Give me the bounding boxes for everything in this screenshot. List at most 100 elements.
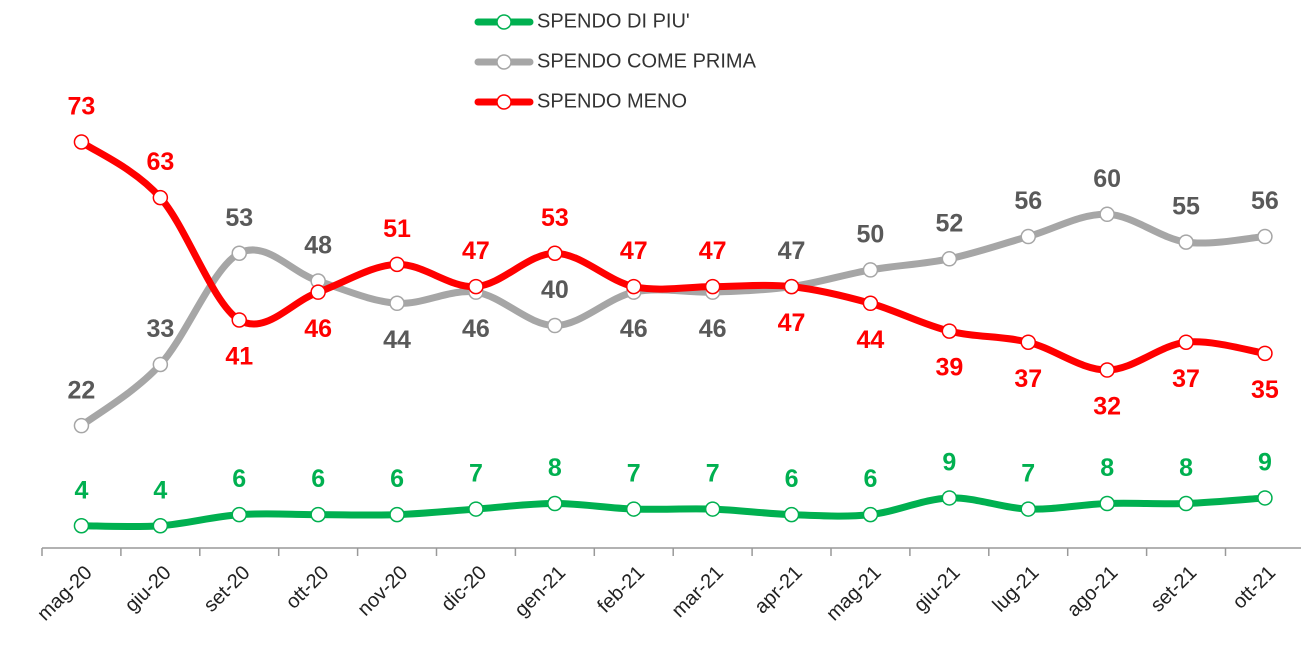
data-label: 48 — [304, 232, 332, 260]
series-line — [77, 210, 1269, 430]
point-marker — [231, 506, 247, 523]
legend-marker — [496, 94, 512, 110]
data-label: 46 — [620, 315, 648, 343]
data-label: 73 — [68, 93, 96, 121]
legend-label: SPENDO MENO — [537, 90, 687, 112]
data-label: 50 — [857, 221, 885, 249]
point-marker — [1257, 228, 1273, 245]
data-label: 6 — [390, 465, 404, 493]
point-marker — [468, 278, 484, 295]
data-label: 32 — [1093, 393, 1121, 421]
x-tick-label: mag-21 — [822, 562, 886, 626]
data-label: 7 — [706, 460, 720, 488]
data-label: 47 — [462, 237, 490, 265]
data-label: 7 — [1021, 460, 1035, 488]
point-marker — [1257, 345, 1273, 362]
data-label: 6 — [232, 465, 246, 493]
data-label: 46 — [699, 315, 727, 343]
data-label: 51 — [383, 215, 411, 243]
data-label: 56 — [1251, 187, 1279, 215]
legend-label: SPENDO COME PRIMA — [537, 50, 757, 72]
series-line — [77, 138, 1269, 374]
data-label: 63 — [146, 148, 174, 176]
data-label: 44 — [383, 326, 411, 354]
point-marker — [389, 506, 405, 523]
data-label: 7 — [627, 460, 641, 488]
series-line — [77, 494, 1269, 531]
point-marker — [73, 518, 90, 534]
point-marker — [941, 323, 958, 339]
x-tick-label: ago-21 — [1063, 562, 1123, 622]
data-label: 53 — [225, 204, 253, 232]
data-label: 39 — [935, 354, 963, 382]
data-label: 35 — [1251, 376, 1279, 404]
data-label: 8 — [1179, 454, 1193, 482]
x-tick-label: gen-21 — [511, 562, 571, 622]
data-label: 46 — [462, 315, 490, 343]
x-tick-label: apr-21 — [750, 562, 806, 618]
point-marker — [547, 317, 563, 334]
data-label: 47 — [620, 237, 648, 265]
data-label: 53 — [541, 204, 569, 232]
data-label: 4 — [74, 476, 88, 504]
point-marker — [389, 295, 405, 312]
data-label: 9 — [1258, 449, 1272, 477]
point-marker — [310, 284, 326, 300]
data-label: 41 — [225, 343, 253, 371]
data-label: 47 — [778, 237, 806, 265]
point-marker — [73, 417, 90, 434]
data-label: 7 — [469, 460, 483, 488]
x-tick-label: dic-20 — [437, 562, 491, 616]
point-marker — [310, 506, 326, 523]
data-label: 46 — [304, 315, 332, 343]
point-marker — [152, 189, 169, 206]
point-marker — [783, 506, 800, 523]
point-marker — [862, 295, 879, 312]
x-tick-label: set-21 — [1146, 562, 1201, 617]
data-label: 47 — [778, 309, 806, 337]
x-tick-label: nov-20 — [354, 562, 413, 621]
point-marker — [626, 278, 642, 295]
point-marker — [231, 245, 247, 261]
data-label: 52 — [935, 209, 963, 237]
x-tick-label: giu-21 — [910, 562, 965, 617]
point-marker — [862, 262, 879, 278]
point-marker — [862, 506, 879, 523]
data-label: 47 — [699, 237, 727, 265]
point-marker — [73, 134, 90, 150]
x-tick-label: ott-21 — [1228, 562, 1280, 614]
legend-label: SPENDO DI PIU' — [537, 10, 690, 32]
point-marker — [1099, 362, 1115, 378]
x-tick-label: mar-21 — [668, 562, 728, 622]
point-marker — [231, 312, 247, 328]
point-marker — [1099, 495, 1115, 512]
point-marker — [547, 245, 563, 261]
x-tick-label: ott-20 — [282, 562, 334, 614]
x-tick-label: lug-21 — [989, 562, 1044, 617]
point-marker — [941, 251, 958, 267]
data-label: 6 — [863, 465, 877, 493]
legend-marker — [496, 54, 512, 70]
data-label: 6 — [311, 465, 325, 493]
data-label: 8 — [548, 454, 562, 482]
data-label: 22 — [68, 376, 96, 404]
point-marker — [152, 356, 169, 373]
point-marker — [1178, 334, 1194, 350]
point-marker — [1099, 206, 1115, 223]
data-label: 55 — [1172, 193, 1200, 221]
data-label: 8 — [1100, 454, 1114, 482]
point-marker — [152, 518, 169, 534]
point-marker — [547, 495, 563, 512]
x-tick-label: set-20 — [200, 562, 255, 617]
point-marker — [626, 501, 642, 517]
point-marker — [1178, 495, 1194, 512]
point-marker — [389, 256, 405, 273]
x-tick-label: feb-21 — [593, 562, 649, 618]
data-label: 9 — [942, 449, 956, 477]
data-label: 44 — [857, 326, 885, 354]
point-marker — [1257, 490, 1273, 506]
point-marker — [1020, 501, 1036, 517]
data-label: 37 — [1014, 365, 1042, 393]
